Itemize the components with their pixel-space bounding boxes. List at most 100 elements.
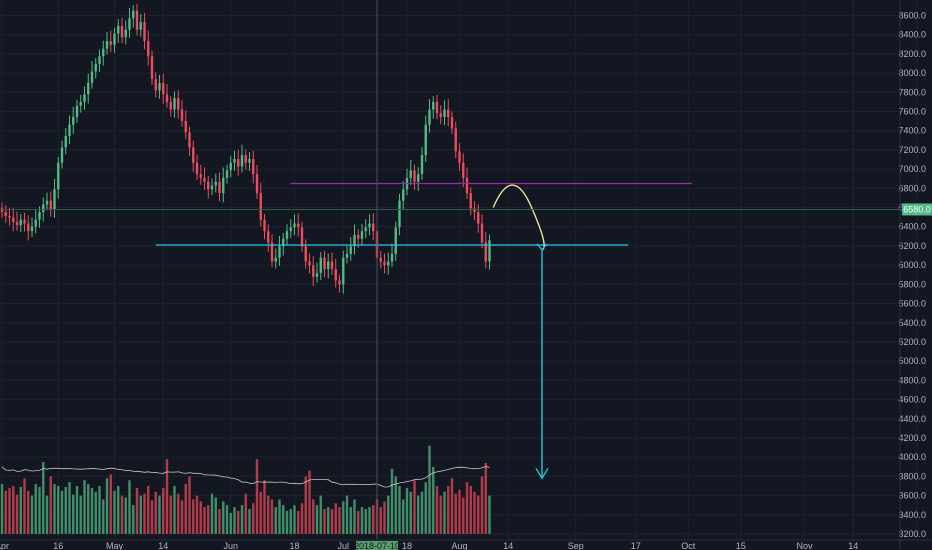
volume-bar [72, 494, 75, 534]
time-tick-label: 18 [402, 541, 412, 550]
candle-body [180, 109, 184, 121]
candle-body [308, 261, 311, 266]
volume-bar [450, 478, 454, 534]
volume-bar [469, 485, 472, 534]
volume-bar [90, 487, 94, 534]
candle-body [360, 231, 364, 239]
candle-body [147, 41, 150, 57]
candle-body [252, 158, 255, 175]
candle-body [229, 162, 232, 171]
candle-body [30, 226, 34, 232]
candle-body [353, 234, 356, 247]
candle-body [244, 155, 247, 163]
candle-body [237, 158, 240, 167]
volume-bar [210, 493, 214, 534]
price-axis[interactable]: 8600.0 8400.0 8200.0 8000.0 7800.0 7600.0 7400… [898, 0, 932, 550]
volume-bar [330, 509, 334, 534]
projection-curve[interactable] [492, 184, 545, 251]
volume-bar [237, 510, 240, 534]
volume-bar [120, 495, 124, 534]
candle-body [188, 132, 191, 148]
trend-drawings[interactable] [155, 182, 692, 480]
candle-body [42, 204, 45, 213]
price-tick-label: 3600.0 [898, 491, 926, 501]
candle-body [473, 208, 476, 213]
volume-bar [349, 507, 352, 534]
volume-bar [180, 500, 184, 534]
volume-bar [229, 512, 232, 534]
candle-body [214, 181, 217, 186]
candle-body [218, 181, 221, 194]
candle-body [248, 158, 251, 163]
crosshair-date-label: 2018-07-10 [354, 541, 400, 550]
volume-bar [248, 509, 251, 534]
volume-bar [319, 495, 322, 534]
candle-body [34, 219, 37, 227]
volume-bar [68, 482, 71, 534]
volume-bar [368, 507, 371, 534]
volume-bar [409, 491, 412, 534]
volume-bar [184, 484, 187, 534]
volume-bar [0, 484, 4, 534]
candle-body [128, 18, 131, 30]
volume-bar [383, 501, 386, 534]
time-tick-label: Apr [0, 541, 9, 550]
candle-body [102, 48, 105, 57]
price-tick-label: 3200.0 [898, 529, 926, 539]
volume-bar [372, 505, 375, 534]
time-tick-label: 17 [631, 541, 641, 550]
price-tick-label: 4400.0 [898, 414, 926, 424]
candle-body [368, 223, 371, 228]
candle-body [338, 280, 341, 285]
candle-body [109, 41, 112, 45]
candle-body [409, 170, 412, 178]
volume-bar [405, 487, 409, 534]
candle-body [8, 215, 11, 218]
volume-bar [139, 495, 142, 534]
time-axis[interactable]: Apr 16 May 14 Jun 18 Jul 18 Aug 14 Sep 17 Oct 15 Nov 14… [0, 539, 932, 550]
candle-body [379, 257, 382, 262]
volume-bar [364, 509, 367, 534]
candle-body [173, 98, 176, 110]
volume-bar [420, 491, 424, 534]
volume-bar [225, 505, 229, 534]
volume-bar [109, 474, 112, 534]
candle-body [192, 147, 195, 163]
volume-bar [222, 501, 225, 534]
time-tick-label: 16 [53, 541, 63, 550]
candle-body [210, 185, 214, 190]
volume-bar [462, 497, 465, 534]
volume-bar [289, 509, 292, 534]
candle-body [105, 41, 109, 49]
candle-body [420, 155, 424, 175]
price-tick-label: 8600.0 [898, 11, 926, 21]
volume-bar [240, 505, 244, 534]
candle-body [293, 223, 296, 228]
price-tick-label: 7400.0 [898, 126, 926, 136]
candle-body [117, 25, 120, 34]
candle-body [64, 136, 67, 148]
time-tick-label: Oct [681, 541, 696, 550]
volume-bar [259, 491, 262, 534]
candle-body [342, 257, 345, 285]
candle-body [195, 162, 199, 175]
volume-bar [315, 505, 319, 534]
price-tick-label: 5400.0 [898, 318, 926, 328]
price-tick-label: 4800.0 [898, 375, 926, 385]
candle-body [469, 193, 472, 209]
candlestick-series [0, 3, 491, 294]
volume-bar [357, 510, 360, 534]
current-price-tag [902, 203, 932, 216]
volume-bar [379, 507, 382, 534]
crosshair [0, 0, 900, 540]
volume-bar [270, 499, 274, 534]
volume-bar [199, 501, 202, 534]
price-tick-label: 4000.0 [898, 452, 926, 462]
candle-body [387, 261, 390, 266]
candle-body [390, 253, 394, 262]
volume-bar [30, 495, 34, 534]
price-tick-label: 5200.0 [898, 337, 926, 347]
volume-bar [12, 485, 15, 534]
time-tick-label: Jun [223, 541, 238, 550]
